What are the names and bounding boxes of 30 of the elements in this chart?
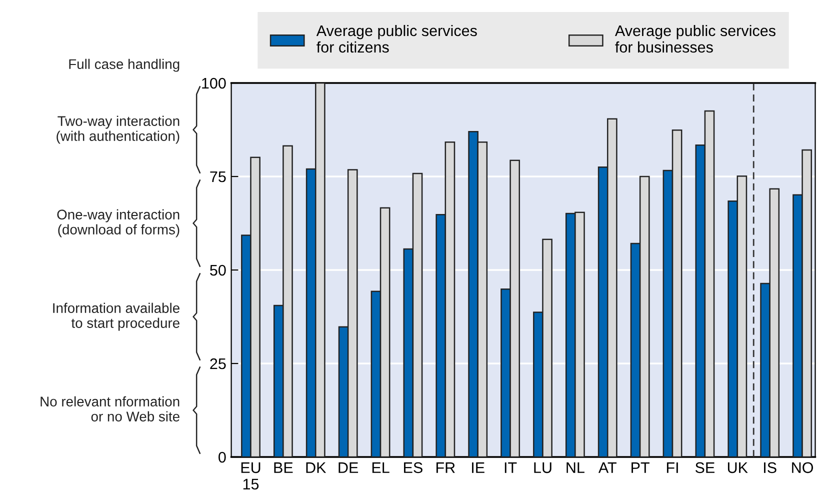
- x-tick-label: EU 15: [241, 462, 260, 490]
- x-tick-label: AT: [598, 462, 616, 473]
- x-tick-label: NO: [792, 462, 814, 474]
- x-tick-label: BE: [274, 462, 293, 473]
- x-tick-label: FR: [436, 462, 455, 473]
- y-tick-label: 100: [202, 78, 226, 89]
- text: No relevant nformation or no Web site: [40, 396, 180, 422]
- x-tick-label: EL: [372, 462, 390, 473]
- text: Information available to start procedure: [53, 302, 180, 331]
- text: Two-way interaction (with authentication): [56, 116, 180, 144]
- y-tick-label: 75: [210, 172, 226, 182]
- x-tick-label: IT: [504, 462, 517, 473]
- x-tick-label: FI: [666, 462, 678, 473]
- y-tick-label: 50: [210, 264, 226, 276]
- y-tick-label: 25: [210, 358, 226, 370]
- x-tick-label: DK: [306, 462, 326, 473]
- x-tick-label: NL: [566, 462, 584, 473]
- y-tick-label: 0: [218, 452, 226, 463]
- legend-label: Average public services for businesses: [614, 24, 776, 53]
- x-tick-label: PT: [632, 462, 650, 473]
- legend-label: Average public services for citizens: [316, 24, 477, 53]
- x-tick-label: IE: [472, 462, 484, 473]
- text: One-way interaction (download of forms): [57, 209, 180, 238]
- x-tick-label: UK: [728, 462, 748, 474]
- x-tick-label: IS: [764, 462, 776, 474]
- x-tick-label: SE: [695, 462, 714, 474]
- x-tick-label: DE: [338, 462, 358, 473]
- x-tick-label: LU: [534, 462, 552, 474]
- x-tick-label: ES: [404, 462, 422, 474]
- text: Full case handling: [69, 58, 180, 72]
